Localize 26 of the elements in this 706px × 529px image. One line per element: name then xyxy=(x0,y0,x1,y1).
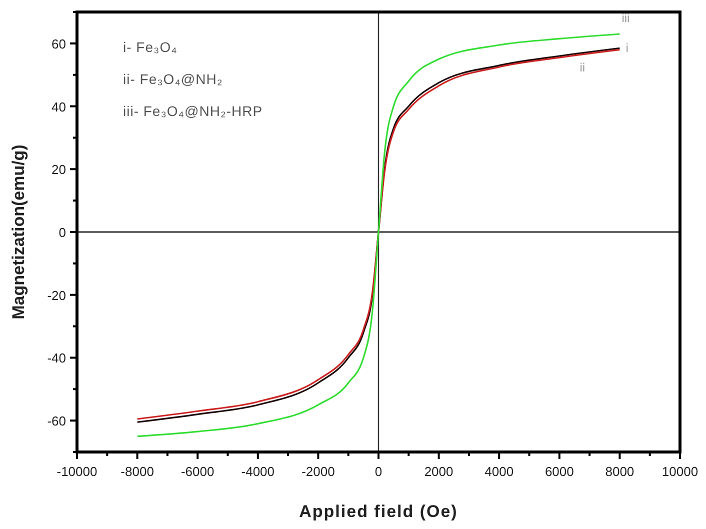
x-tick-label: 8000 xyxy=(605,464,634,479)
annotation: i- Fe₃O₄ xyxy=(123,39,178,55)
y-tick-label: -20 xyxy=(47,288,66,303)
y-tick-label: 60 xyxy=(52,36,66,52)
series-label: i xyxy=(626,41,628,56)
annotation: ii- Fe₃O₄@NH₂ xyxy=(123,71,223,87)
x-tick-label: 2000 xyxy=(424,464,454,479)
x-tick-label: 10000 xyxy=(662,464,698,479)
y-tick-label: 40 xyxy=(52,99,66,114)
x-tick-label: -2000 xyxy=(302,464,335,479)
series-label: iii xyxy=(622,11,630,25)
x-tick-label: -10000 xyxy=(56,464,98,479)
y-tick-label: 20 xyxy=(52,162,66,178)
series-label: ii xyxy=(580,60,586,75)
y-tick-label: -60 xyxy=(47,414,66,429)
y-axis-title: Magnetization(emu/g) xyxy=(9,144,28,320)
y-tick-label: 0 xyxy=(58,225,66,240)
x-tick-label: 6000 xyxy=(544,464,574,479)
x-axis-title: Applied field (Oe) xyxy=(299,502,458,521)
x-tick-label: 0 xyxy=(374,464,382,479)
x-tick-label: -6000 xyxy=(180,464,214,479)
annotation: iii- Fe₃O₄@NH₂-HRP xyxy=(123,103,263,119)
x-tick-label: -4000 xyxy=(241,464,275,479)
x-tick-label: 4000 xyxy=(484,464,514,479)
x-tick-label: -8000 xyxy=(120,464,154,479)
y-tick-label: -40 xyxy=(47,350,66,366)
